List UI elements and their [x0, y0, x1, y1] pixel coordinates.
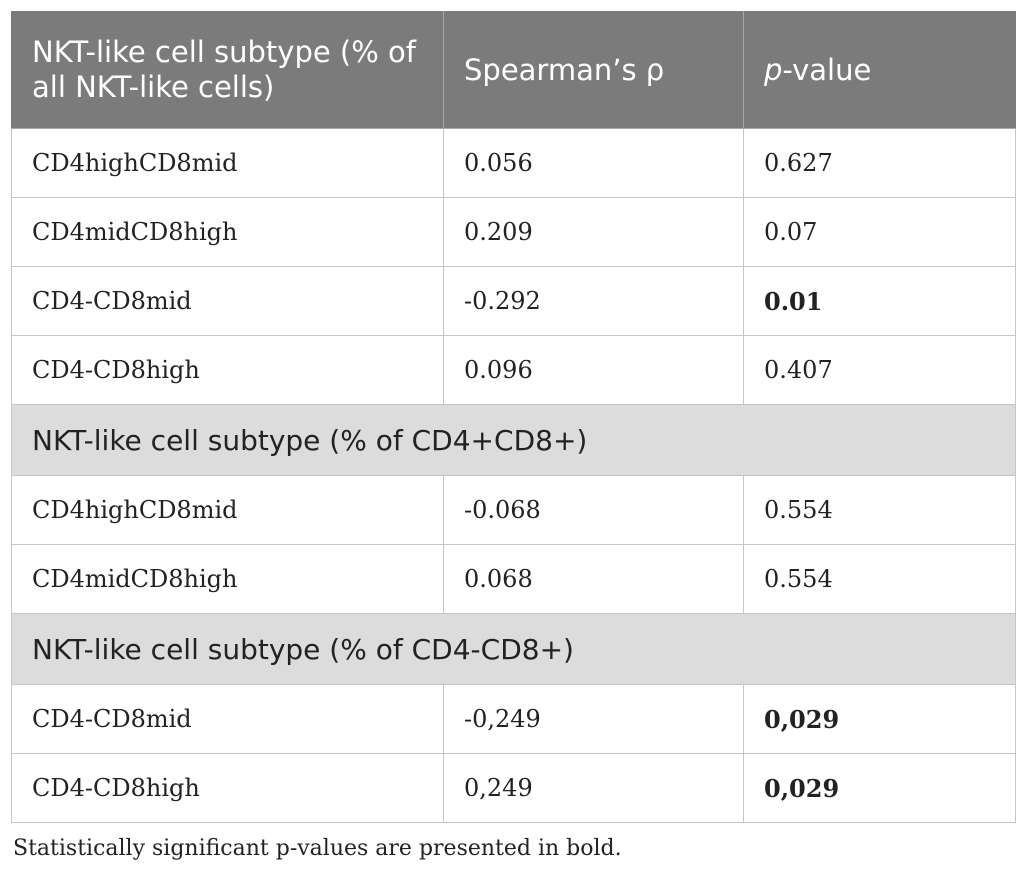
section-title: NKT-like cell subtype (% of CD4-CD8+)	[11, 613, 1016, 685]
cell-p-value: 0,029	[743, 684, 1016, 754]
cell-p-value: 0.01	[743, 266, 1016, 336]
header-p-rest: -value	[782, 52, 872, 87]
cell-rho: 0.096	[443, 335, 744, 405]
table-row: CD4-CD8high 0,249 0,029	[11, 753, 1016, 823]
header-row: NKT-like cell subtype (% of all NKT-like…	[11, 11, 1016, 129]
cell-p-value: 0.627	[743, 128, 1016, 198]
table-row: CD4midCD8high 0.209 0.07	[11, 197, 1016, 267]
table-row: CD4-CD8mid -0.292 0.01	[11, 266, 1016, 336]
table-body: CD4highCD8mid 0.056 0.627 CD4midCD8high …	[11, 128, 1016, 823]
cell-rho: -0,249	[443, 684, 744, 754]
cell-p-value: 0.407	[743, 335, 1016, 405]
section-header-row: NKT-like cell subtype (% of CD4-CD8+)	[11, 613, 1016, 685]
cell-rho: 0,249	[443, 753, 744, 823]
table-row: CD4midCD8high 0.068 0.554	[11, 544, 1016, 614]
cell-p-value: 0.07	[743, 197, 1016, 267]
cell-p-value: 0.554	[743, 475, 1016, 545]
table-row: CD4-CD8mid -0,249 0,029	[11, 684, 1016, 754]
section-title: NKT-like cell subtype (% of CD4+CD8+)	[11, 404, 1016, 476]
table-footnote: Statistically significant p-values are p…	[13, 836, 622, 861]
header-p-italic: p	[764, 52, 783, 87]
header-p-value: p-value	[743, 11, 1016, 129]
cell-subtype: CD4-CD8high	[11, 753, 444, 823]
cell-p-value: 0.554	[743, 544, 1016, 614]
cell-p-value: 0,029	[743, 753, 1016, 823]
table-row: CD4-CD8high 0.096 0.407	[11, 335, 1016, 405]
cell-rho: -0.292	[443, 266, 744, 336]
cell-rho: 0.068	[443, 544, 744, 614]
cell-subtype: CD4-CD8mid	[11, 684, 444, 754]
correlation-table: NKT-like cell subtype (% of all NKT-like…	[11, 11, 1016, 823]
cell-subtype: CD4highCD8mid	[11, 475, 444, 545]
table-row: CD4highCD8mid -0.068 0.554	[11, 475, 1016, 545]
cell-subtype: CD4highCD8mid	[11, 128, 444, 198]
cell-subtype: CD4-CD8high	[11, 335, 444, 405]
cell-subtype: CD4-CD8mid	[11, 266, 444, 336]
header-subtype: NKT-like cell subtype (% of all NKT-like…	[11, 11, 444, 129]
cell-subtype: CD4midCD8high	[11, 197, 444, 267]
cell-rho: -0.068	[443, 475, 744, 545]
cell-subtype: CD4midCD8high	[11, 544, 444, 614]
cell-rho: 0.056	[443, 128, 744, 198]
table-row: CD4highCD8mid 0.056 0.627	[11, 128, 1016, 198]
header-spearman-rho: Spearman’s ρ	[443, 11, 744, 129]
cell-rho: 0.209	[443, 197, 744, 267]
section-header-row: NKT-like cell subtype (% of CD4+CD8+)	[11, 404, 1016, 476]
table-header: NKT-like cell subtype (% of all NKT-like…	[11, 11, 1016, 129]
